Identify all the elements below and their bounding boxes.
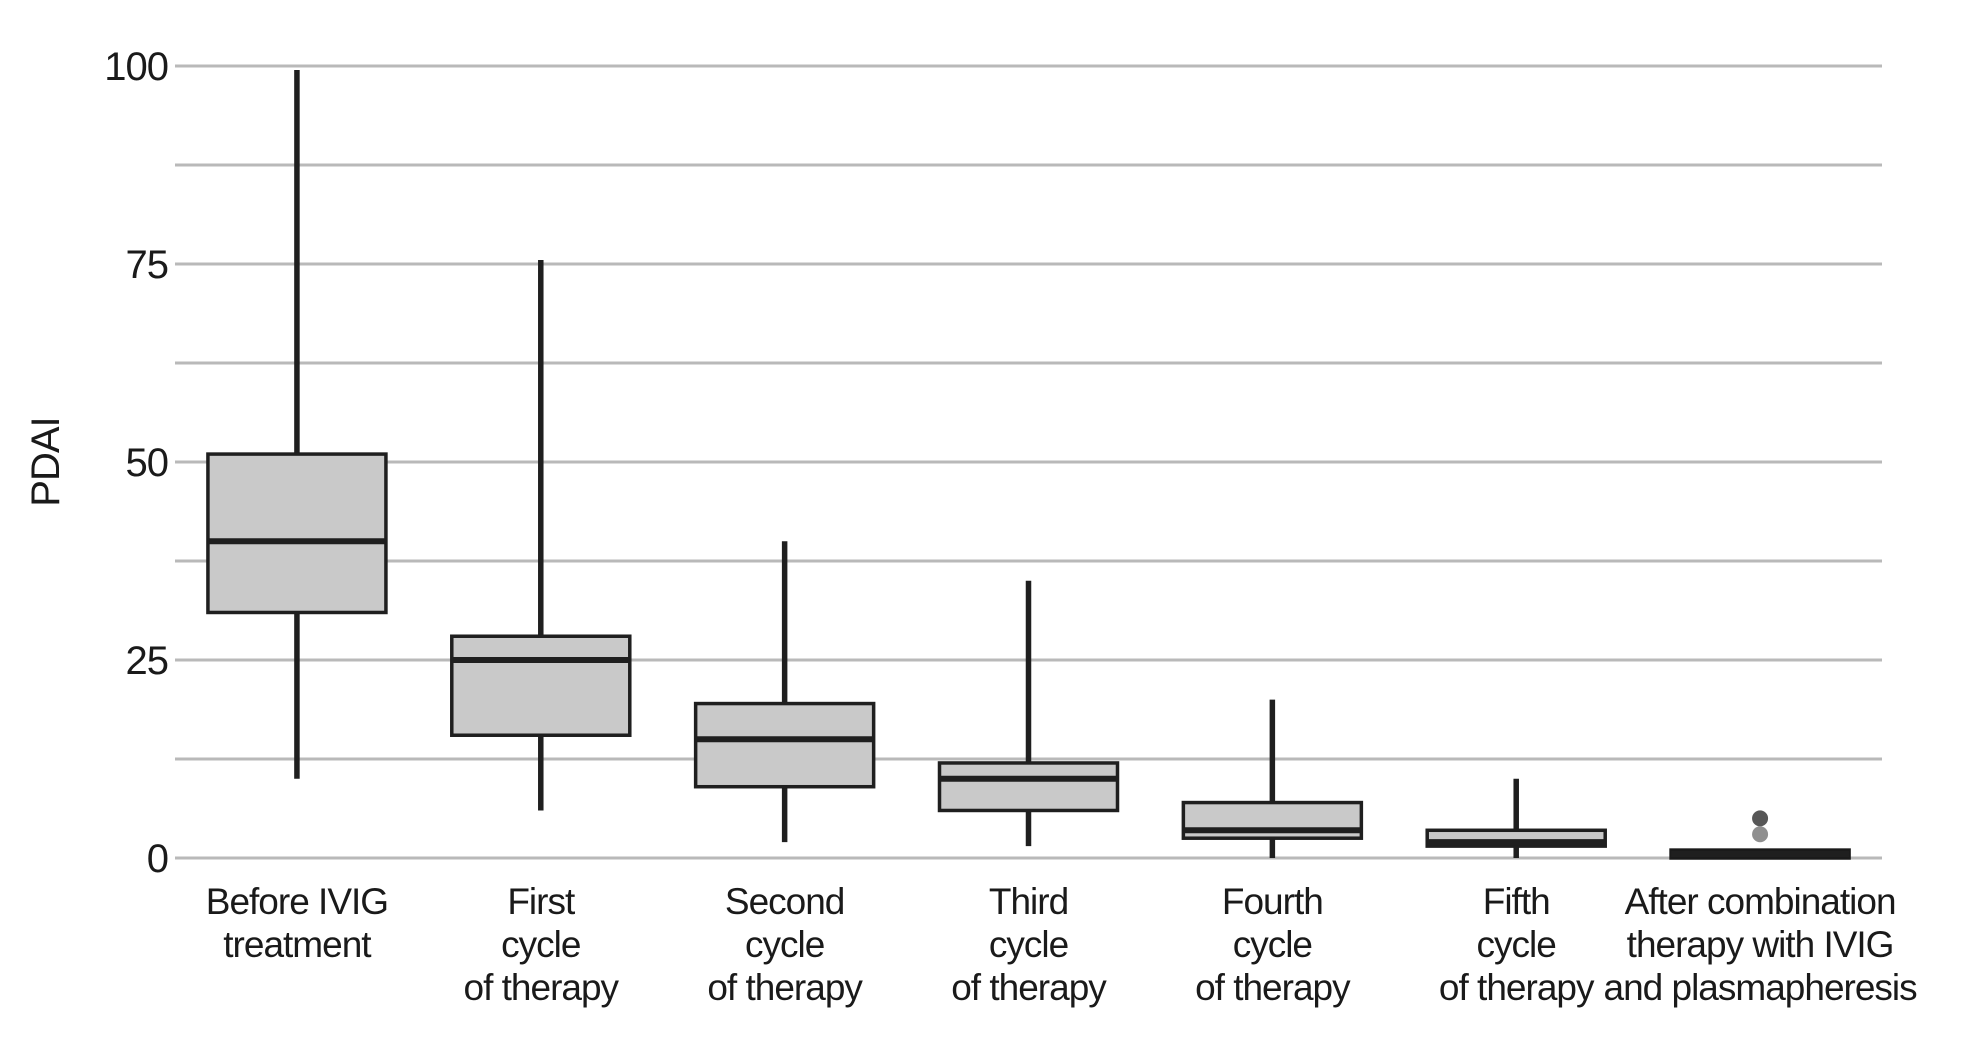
x-category-label-line: and plasmapheresis — [1604, 967, 1918, 1008]
x-category-label-line: cycle — [1233, 924, 1312, 965]
x-category-label-line: of therapy — [951, 967, 1107, 1008]
x-category-label-line: First — [507, 881, 576, 922]
y-axis-ticks-group: 0 25 50 75 100 — [104, 45, 169, 881]
x-category-label-line: of therapy — [1195, 967, 1351, 1008]
box-first-cycle — [450, 260, 632, 811]
x-category-label: Fourth cycle of therapy — [1195, 881, 1351, 1008]
outlier-dot — [1752, 810, 1769, 827]
x-category-label-line: of therapy — [464, 967, 620, 1008]
x-category-label-line: Before IVIG — [206, 881, 388, 922]
x-category-label-line: After combination — [1625, 881, 1896, 922]
x-category-label-line: cycle — [989, 924, 1068, 965]
box-second-cycle — [693, 541, 876, 843]
iqr-box — [937, 761, 1120, 813]
iqr-box — [206, 452, 388, 615]
y-tick-label: 25 — [126, 639, 169, 683]
x-category-label-line: of therapy — [707, 967, 863, 1008]
x-category-label: After combination therapy with IVIG and pl… — [1604, 881, 1918, 1008]
x-category-label-line: cycle — [745, 924, 824, 965]
x-category-label-line: Third — [989, 881, 1068, 922]
box-after-combination-therapy — [1669, 810, 1851, 860]
x-category-label-line: cycle — [1477, 924, 1556, 965]
y-axis-title: PDAI — [24, 417, 68, 506]
box-fifth-cycle — [1425, 778, 1607, 858]
iqr-box — [450, 634, 632, 737]
x-category-label-line: Second — [725, 881, 845, 922]
x-category-label-line: cycle — [501, 924, 580, 965]
x-category-label: Third cycle of therapy — [951, 881, 1107, 1008]
box-third-cycle — [937, 580, 1120, 847]
y-tick-label: 50 — [126, 441, 169, 485]
x-category-label-line: Fifth — [1483, 881, 1550, 922]
box-fourth-cycle — [1181, 699, 1364, 858]
x-category-label: Before IVIG treatment — [206, 881, 388, 965]
y-tick-label: 0 — [147, 837, 168, 881]
x-category-label-line: treatment — [223, 924, 372, 965]
x-category-label: First cycle of therapy — [464, 881, 620, 1008]
x-category-label-line: therapy with IVIG — [1627, 924, 1894, 965]
y-tick-label: 75 — [126, 243, 169, 287]
iqr-box — [693, 701, 876, 789]
x-category-label-line: Fourth — [1222, 881, 1323, 922]
box-before-ivig-treatment — [206, 69, 388, 779]
x-category-label: Fifth cycle of therapy — [1439, 881, 1595, 1008]
x-category-label: Second cycle of therapy — [707, 881, 863, 1008]
x-category-label-line: of therapy — [1439, 967, 1595, 1008]
outlier-dot — [1752, 826, 1769, 843]
y-tick-label: 100 — [104, 45, 168, 89]
